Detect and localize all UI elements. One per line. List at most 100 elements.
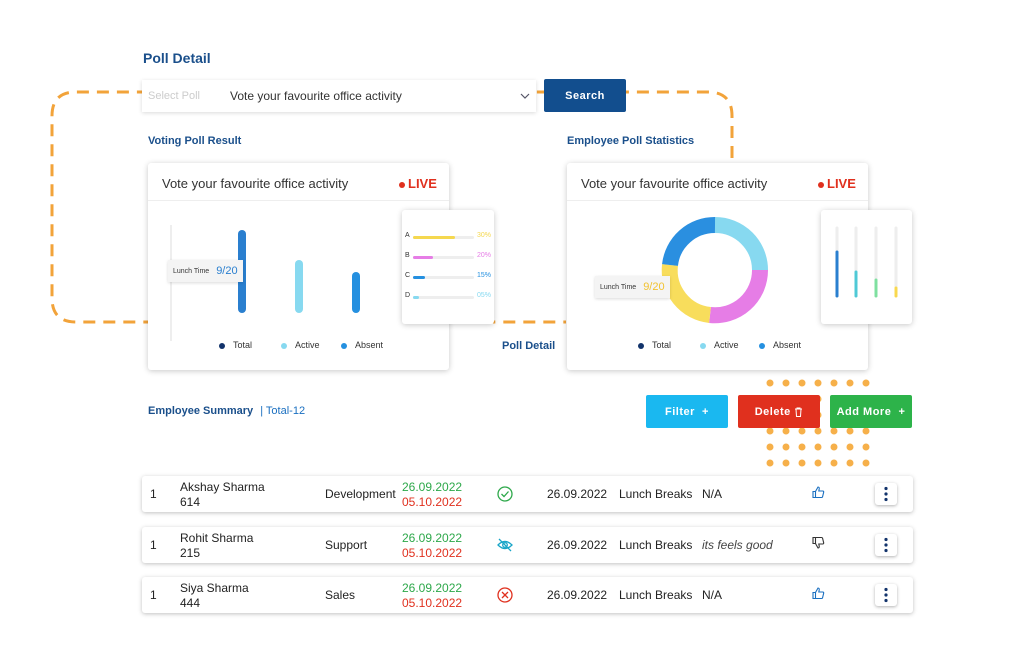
- tooltip-label: Lunch Time: [600, 283, 637, 291]
- employee-row[interactable]: 1 Akshay Sharma 614 Development 26.09.2022 05…: [142, 476, 913, 512]
- row-index: 1: [150, 487, 157, 501]
- feedback: N/A: [702, 487, 723, 501]
- dot: [814, 443, 822, 451]
- dot: [830, 459, 838, 467]
- dot: [846, 427, 854, 435]
- dot: [846, 459, 854, 467]
- legend-item: Total: [638, 340, 671, 350]
- department: Development: [325, 487, 396, 501]
- poll-card: Vote your favourite office activity LIVE…: [567, 163, 868, 370]
- dot: [782, 379, 790, 387]
- row-menu[interactable]: [875, 534, 897, 556]
- department: Support: [325, 537, 368, 552]
- legend-item: Absent: [759, 340, 801, 350]
- activity: Lunch Breaks: [619, 537, 693, 552]
- bars-popup: [821, 210, 912, 324]
- tooltip: Lunch Time 9/20: [595, 276, 670, 298]
- search-button[interactable]: Search: [544, 79, 626, 112]
- status-icon: [497, 537, 513, 553]
- dot: [862, 379, 870, 387]
- employee-row[interactable]: 1 Siya Sharma 444 Sales 26.09.2022 05.10.2022…: [142, 577, 913, 613]
- tooltip-value: 9/20: [643, 281, 665, 293]
- option-track: [413, 276, 474, 279]
- delete-button[interactable]: Delete: [738, 395, 820, 428]
- dot: [782, 427, 790, 435]
- option-letter: C: [405, 272, 411, 279]
- employee-name: Siya Sharma: [180, 581, 249, 595]
- dot: [782, 443, 790, 451]
- dot: [766, 459, 774, 467]
- activity: Lunch Breaks: [619, 588, 693, 602]
- employee-row[interactable]: 1 Rohit Sharma 215 Support 26.09.2022 05.10.2…: [142, 526, 913, 563]
- option-value: 05%: [477, 292, 492, 299]
- start-date: 26.09.2022: [402, 581, 463, 595]
- summary-header: Employee Summary | Total-12: [148, 405, 305, 417]
- dot: [798, 379, 806, 387]
- dot: [766, 443, 774, 451]
- filter-button[interactable]: Filter +: [646, 395, 728, 428]
- row-menu[interactable]: [875, 483, 897, 505]
- live-badge: LIVE: [399, 176, 437, 191]
- vote-icon: [812, 587, 825, 600]
- poll-detail-link[interactable]: Poll Detail: [502, 340, 556, 352]
- start-date: 26.09.2022: [402, 480, 463, 494]
- donut-graphic: [661, 216, 769, 324]
- dot: [814, 427, 822, 435]
- option-fill: [413, 236, 455, 239]
- tooltip-value: 9/20: [216, 265, 238, 277]
- employee-name: Rohit Sharma: [180, 530, 254, 545]
- option-fill: [413, 256, 433, 259]
- card-title: Vote your favourite office activity: [162, 176, 349, 191]
- option-value: 30%: [477, 232, 492, 239]
- mini-bars: [835, 226, 898, 298]
- live-badge: LIVE: [818, 176, 856, 191]
- dot: [862, 459, 870, 467]
- row-index: 1: [150, 537, 157, 552]
- start-date: 26.09.2022: [402, 530, 463, 545]
- option-track: [413, 296, 474, 299]
- options-popup: A 30% B 20% C 15% D 05%: [402, 210, 494, 324]
- legend-item: Absent: [341, 340, 383, 350]
- row-index: 1: [150, 588, 157, 602]
- dot: [766, 427, 774, 435]
- feedback: N/A: [702, 588, 723, 602]
- legend-item: Total: [219, 340, 252, 350]
- row-menu[interactable]: [875, 584, 897, 606]
- activity: Lunch Breaks: [619, 487, 693, 501]
- poll-date: 26.09.2022: [547, 588, 608, 602]
- legend-item: Active: [700, 340, 739, 350]
- employee-id: 614: [180, 495, 201, 509]
- poll-card: Vote your favourite office activity LIVE…: [148, 163, 449, 370]
- dot: [846, 443, 854, 451]
- section-title: Employee Poll Statistics: [567, 135, 695, 147]
- end-date: 05.10.2022: [402, 596, 463, 610]
- add-button[interactable]: Add More +: [830, 395, 912, 428]
- dot: [798, 427, 806, 435]
- dot: [782, 459, 790, 467]
- dot: [814, 459, 822, 467]
- poll-date: 26.09.2022: [547, 487, 608, 501]
- vote-icon: [812, 536, 825, 549]
- vote-icon: [812, 486, 825, 499]
- button-label: Delete: [754, 405, 791, 418]
- dot: [814, 379, 822, 387]
- option-value: 20%: [477, 252, 492, 259]
- feedback: its feels good: [702, 537, 773, 552]
- end-date: 05.10.2022: [402, 495, 463, 509]
- status-icon: [497, 486, 513, 502]
- poll-date: 26.09.2022: [547, 537, 608, 552]
- option-fill: [413, 296, 419, 299]
- employee-id: 215: [180, 545, 201, 560]
- poll-select[interactable]: Select Poll Vote your favourite office a…: [142, 80, 536, 112]
- summary-title: Employee Summary: [148, 405, 254, 417]
- chevron: [520, 93, 530, 99]
- option-letter: B: [405, 252, 410, 259]
- legend-item: Active: [281, 340, 320, 350]
- dot: [798, 443, 806, 451]
- option-fill: [413, 276, 425, 279]
- page-title: Poll Detail: [143, 50, 211, 66]
- dot: [830, 379, 838, 387]
- end-date: 05.10.2022: [402, 545, 463, 560]
- section-title: Voting Poll Result: [148, 135, 242, 147]
